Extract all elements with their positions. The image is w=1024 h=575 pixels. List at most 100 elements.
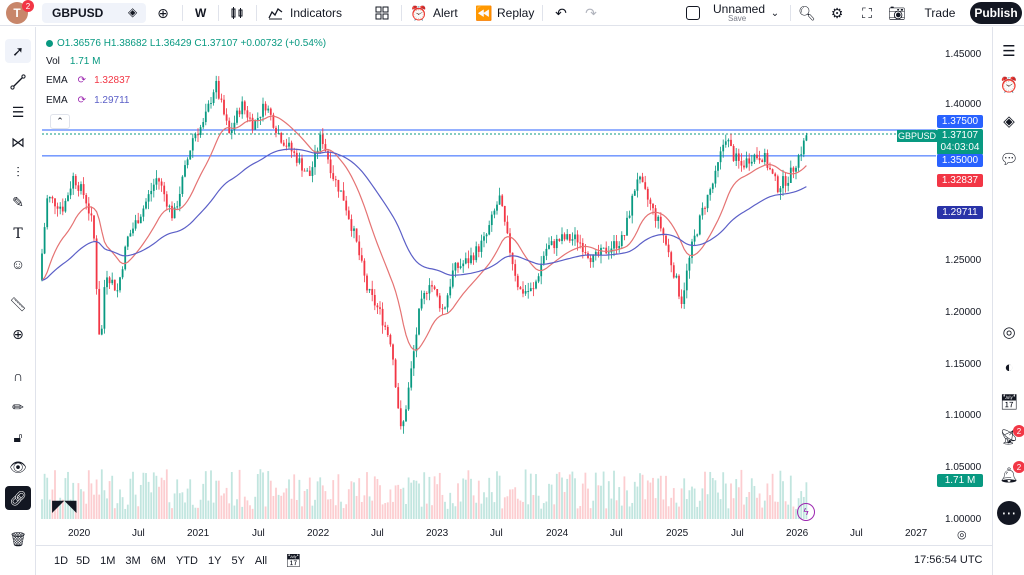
candle-body bbox=[561, 234, 563, 242]
tradingview-logo[interactable]: ◤◥ bbox=[52, 498, 77, 515]
volume-bar bbox=[272, 495, 275, 519]
range-3m[interactable]: 3M bbox=[125, 554, 141, 567]
layers-icon[interactable]: ◈ bbox=[1003, 113, 1015, 130]
price-chart[interactable] bbox=[36, 27, 992, 545]
candle-body bbox=[308, 170, 311, 176]
volume-bar bbox=[516, 498, 519, 519]
range-ytd[interactable]: YTD bbox=[175, 554, 198, 567]
replay-button[interactable]: Replay bbox=[497, 6, 535, 20]
volume-bar bbox=[665, 475, 667, 519]
trend-line-icon[interactable] bbox=[5, 70, 31, 94]
date-range-icon[interactable]: 📅︎ bbox=[285, 552, 302, 568]
volume-bar bbox=[254, 496, 257, 519]
prediction-icon[interactable]: ⫶ bbox=[16, 163, 20, 180]
collapse-legend-button[interactable]: ⌃ bbox=[50, 114, 70, 129]
candle-body bbox=[405, 409, 407, 422]
candle-body bbox=[771, 169, 774, 174]
volume-bar bbox=[574, 478, 576, 519]
range-1y[interactable]: 1Y bbox=[207, 554, 222, 567]
volume-bar bbox=[576, 508, 579, 519]
publish-button[interactable]: Publish bbox=[970, 2, 1022, 24]
volume-bar bbox=[373, 476, 376, 519]
cursor-icon[interactable]: ➚ bbox=[5, 39, 31, 63]
ruler-icon[interactable]: 📏︎ bbox=[9, 295, 27, 312]
settings-icon[interactable]: ⚙ bbox=[830, 4, 844, 21]
indicators-icon[interactable] bbox=[266, 4, 284, 22]
redo-icon[interactable]: ↷ bbox=[585, 4, 597, 21]
volume-bar bbox=[789, 475, 792, 519]
range-6m[interactable]: 6M bbox=[150, 554, 166, 567]
layout-icon[interactable] bbox=[686, 6, 700, 20]
text-tool-icon[interactable]: T bbox=[13, 226, 23, 242]
volume-bar bbox=[158, 486, 160, 519]
ideas-icon[interactable]: ◐ bbox=[1004, 358, 1014, 376]
interval-button[interactable]: W bbox=[195, 6, 207, 20]
range-all[interactable]: All bbox=[254, 554, 268, 567]
candle-body bbox=[314, 151, 316, 168]
volume-bar bbox=[314, 499, 316, 519]
symbol-search-button[interactable]: GBPUSD ◈ bbox=[42, 3, 146, 23]
legend-ohlc-row: O1.36576 H1.38682 L1.36429 C1.37107 +0.0… bbox=[46, 38, 326, 49]
candle-body bbox=[441, 308, 444, 310]
volume-bar bbox=[654, 498, 657, 519]
volume-bar bbox=[644, 499, 647, 519]
pattern-icon[interactable]: ⋈ bbox=[11, 133, 25, 150]
bell-icon[interactable]: 🔔︎ bbox=[999, 467, 1019, 484]
add-symbol-icon[interactable]: ⊕ bbox=[157, 4, 169, 21]
lock-drawing-icon[interactable]: ✏ bbox=[12, 398, 24, 415]
chart-pane[interactable] bbox=[36, 27, 992, 545]
layout-name[interactable]: Unnamed bbox=[713, 2, 766, 16]
alert-button[interactable]: Alert bbox=[433, 6, 458, 20]
alarm-clock-icon[interactable]: ⏰ bbox=[999, 77, 1019, 94]
lock-icon[interactable]: 🔓︎ bbox=[13, 428, 23, 445]
candle-body bbox=[163, 185, 166, 195]
candle-body bbox=[805, 135, 808, 141]
emoji-icon[interactable]: ☺ bbox=[10, 256, 26, 272]
volume-bar bbox=[446, 508, 449, 519]
range-1m[interactable]: 1M bbox=[100, 554, 116, 567]
more-icon[interactable]: ⋯ bbox=[997, 501, 1021, 525]
volume-bar bbox=[410, 482, 413, 519]
quick-search-icon[interactable]: 🔍︎ bbox=[798, 4, 816, 21]
volume-bar bbox=[779, 470, 782, 519]
trash-icon[interactable]: 🗑︎ bbox=[9, 530, 27, 547]
candle-body bbox=[353, 228, 355, 231]
indicators-button[interactable]: Indicators bbox=[290, 6, 343, 20]
utc-clock[interactable]: 17:56:54 UTC bbox=[914, 554, 983, 566]
settings-icon[interactable]: ◎ bbox=[957, 529, 967, 541]
trade-button[interactable]: Trade bbox=[924, 6, 956, 20]
range-5y[interactable]: 5Y bbox=[231, 554, 245, 567]
volume-bar bbox=[54, 470, 56, 519]
candle-body bbox=[259, 116, 262, 118]
replay-icon[interactable]: ⏪ bbox=[475, 4, 493, 21]
chevron-down-icon[interactable]: ⌄ bbox=[770, 7, 780, 19]
watchlist-icon[interactable]: ☰ bbox=[1002, 43, 1016, 60]
chat-icon[interactable]: 💬︎ bbox=[999, 151, 1019, 168]
fib-icon[interactable]: ☰ bbox=[11, 103, 25, 120]
brush-icon[interactable]: ✎ bbox=[12, 193, 24, 210]
lightning-icon[interactable]: ϟ bbox=[797, 503, 815, 521]
fullscreen-icon[interactable]: ⛶ bbox=[862, 4, 872, 21]
candle-body bbox=[373, 294, 376, 306]
undo-icon[interactable]: ↶ bbox=[555, 4, 567, 21]
candle-body bbox=[706, 194, 709, 209]
camera-icon[interactable]: 📷︎ bbox=[888, 4, 906, 21]
candle-body bbox=[475, 246, 478, 261]
volume-bar bbox=[524, 469, 527, 519]
link-icon[interactable]: 🔗︎ bbox=[5, 486, 31, 510]
time-tick: Jul bbox=[371, 528, 384, 539]
templates-icon[interactable] bbox=[373, 4, 391, 22]
range-5d[interactable]: 5D bbox=[76, 554, 91, 567]
candles-icon[interactable] bbox=[228, 4, 246, 22]
candle-body bbox=[119, 277, 121, 291]
range-1d[interactable]: 1D bbox=[54, 554, 69, 567]
volume-bar bbox=[418, 483, 420, 519]
alert-icon[interactable]: ⏰ bbox=[410, 4, 428, 21]
target-icon[interactable]: ◎ bbox=[1002, 324, 1016, 341]
calendar-icon[interactable]: 📅︎ bbox=[999, 394, 1019, 411]
eye-icon[interactable]: 👁︎ bbox=[9, 458, 27, 475]
magnet-icon[interactable]: ∩ bbox=[12, 368, 24, 384]
candle-body bbox=[763, 153, 766, 163]
zoom-in-icon[interactable]: ⊕ bbox=[12, 325, 24, 342]
candle-body bbox=[327, 150, 329, 160]
